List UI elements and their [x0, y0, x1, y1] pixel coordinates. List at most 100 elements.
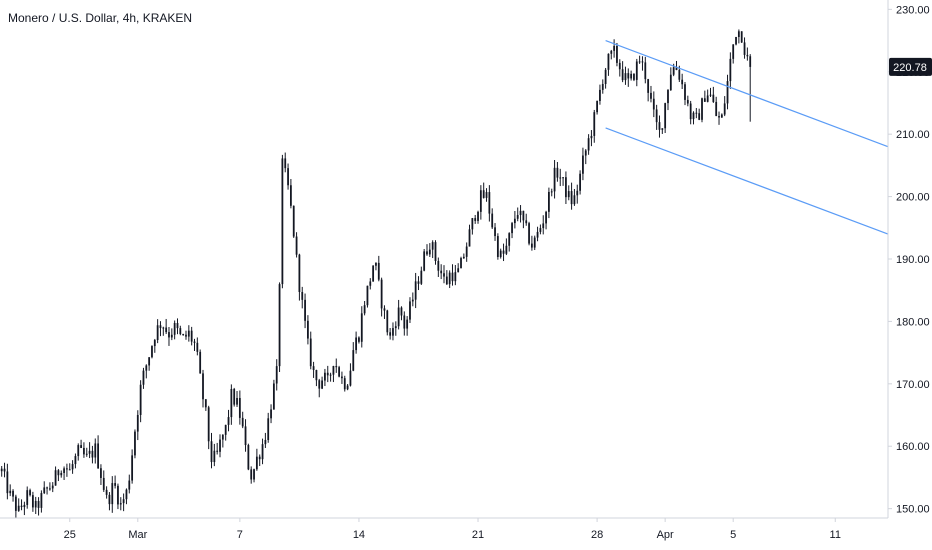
candle-body: [238, 397, 241, 418]
candle-body: [91, 450, 94, 458]
candle: [102, 470, 105, 492]
candle: [304, 293, 306, 329]
candle: [709, 87, 712, 97]
candle: [584, 149, 587, 165]
candle: [20, 499, 23, 511]
candle-body: [289, 185, 292, 206]
candle-body: [542, 223, 545, 229]
price-tick-label: 210.00: [896, 129, 930, 141]
candle-body: [156, 325, 159, 341]
candle-body: [462, 256, 465, 259]
candle: [389, 327, 392, 340]
candle-body: [355, 337, 358, 351]
candle: [275, 359, 278, 391]
candle: [403, 311, 406, 336]
price-axis[interactable]: 150.00 160.00 170.00 180.00 190.00 200.00 210.…: [888, 4, 930, 516]
candle-body: [83, 447, 85, 455]
candle: [173, 320, 176, 340]
candle: [400, 306, 403, 321]
candle-body: [409, 301, 411, 320]
candle: [139, 380, 142, 423]
candle: [542, 215, 545, 235]
candle-body: [230, 388, 233, 418]
candle-body: [278, 284, 281, 367]
candle-body: [684, 84, 686, 100]
candle: [533, 235, 536, 251]
candle-body: [151, 346, 153, 358]
candle: [661, 128, 664, 134]
candle-body: [275, 366, 278, 384]
candle: [176, 318, 179, 335]
candle: [83, 442, 85, 458]
candle-body: [202, 373, 204, 400]
candle-body: [284, 158, 287, 169]
candle: [596, 100, 599, 115]
candle-body: [168, 332, 170, 338]
candle: [128, 474, 131, 494]
candle: [360, 306, 363, 348]
candle-body: [366, 285, 369, 306]
candle-body: [49, 488, 51, 490]
candle-body: [162, 327, 165, 329]
time-axis[interactable]: 25Mar7142128Apr51118: [64, 518, 932, 541]
candle-body: [216, 450, 219, 452]
candle-body: [457, 268, 460, 273]
time-tick-label: 14: [353, 529, 365, 541]
price-tick-label: 190.00: [896, 254, 930, 266]
candle-body: [400, 307, 403, 316]
candle-body: [505, 245, 508, 254]
candle-body: [85, 453, 88, 455]
candle: [530, 235, 533, 251]
candle-body: [474, 218, 477, 221]
candle-body: [343, 378, 346, 390]
candle: [77, 443, 80, 461]
candle-body: [706, 95, 709, 102]
candle-body: [749, 56, 752, 67]
channel-upper-line[interactable]: [605, 40, 889, 148]
candle-body: [307, 320, 309, 339]
candle-body: [519, 210, 522, 216]
candle-body: [31, 495, 34, 508]
candle: [233, 387, 236, 407]
candle-body: [29, 490, 31, 496]
candle-body: [97, 443, 99, 469]
candle-body: [51, 485, 54, 489]
candle: [749, 54, 752, 122]
channel-lower-line[interactable]: [605, 127, 889, 235]
candle: [168, 326, 170, 346]
candle-body: [655, 109, 658, 123]
candle: [604, 67, 607, 89]
candle: [675, 60, 678, 71]
candle-body: [556, 167, 559, 178]
candle-body: [255, 456, 258, 470]
candle: [409, 297, 411, 323]
candle: [513, 210, 516, 229]
candle-body: [74, 456, 77, 465]
candle: [43, 481, 46, 495]
candle-body: [372, 265, 375, 282]
candle-body: [389, 332, 392, 336]
candle: [292, 205, 295, 238]
candle-body: [363, 305, 366, 314]
candle-body: [496, 236, 499, 257]
candle-body: [148, 357, 151, 366]
candle: [746, 47, 749, 61]
candle-body: [454, 272, 457, 282]
candle: [732, 44, 735, 64]
candle: [718, 111, 720, 125]
candle: [638, 55, 641, 64]
candle: [114, 475, 117, 489]
candle: [548, 187, 550, 219]
candle-body: [406, 319, 409, 329]
candle-body: [460, 258, 462, 269]
candle-body: [394, 326, 397, 329]
price-tick-label: 160.00: [896, 441, 930, 453]
candle-body: [718, 115, 720, 118]
candle: [202, 369, 204, 408]
candle-body: [627, 73, 630, 79]
candle: [125, 488, 128, 505]
candle-body: [304, 299, 306, 321]
